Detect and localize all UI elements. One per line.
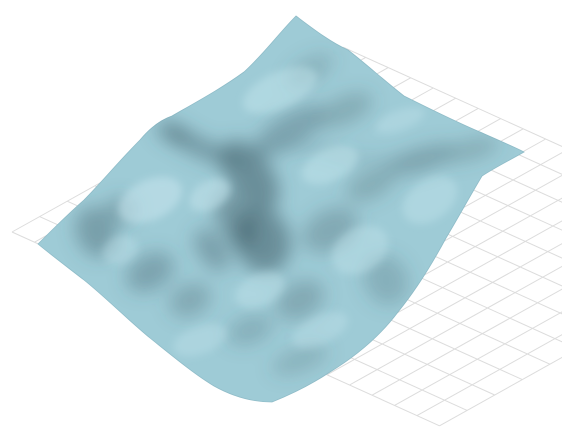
- terrain-highlight: [242, 66, 318, 114]
- terrain-shadow: [254, 105, 326, 155]
- terrain-shadow-layer: [75, 53, 500, 376]
- terrain-shadow: [226, 314, 274, 346]
- terrain-highlight: [189, 178, 231, 212]
- terrain-highlight: [235, 271, 285, 309]
- terrain-shading: [75, 53, 500, 376]
- terrain-highlight: [102, 235, 138, 265]
- terrain-highlight: [301, 145, 359, 185]
- terrain-highlight: [402, 176, 458, 224]
- terrain-highlight: [173, 323, 227, 357]
- terrain-shadow: [317, 92, 373, 128]
- terrain-shadow: [275, 279, 325, 321]
- terrain-shadow: [363, 254, 409, 306]
- terrain-highlight: [292, 312, 348, 348]
- grid-line: [342, 46, 562, 147]
- terrain-highlight: [331, 225, 389, 275]
- terrain-highlight: [375, 107, 425, 133]
- terrain-shadow: [154, 120, 190, 144]
- terrain-shadow: [440, 137, 500, 163]
- terrain-surface: [37, 15, 525, 403]
- terrain-shadow: [125, 251, 175, 293]
- terrain-ridge: [163, 119, 441, 163]
- terrain-highlight: [118, 176, 182, 224]
- terrain-highlight-layer: [102, 66, 458, 357]
- terrain-shadow: [271, 344, 329, 376]
- terrain-shadow: [345, 168, 395, 202]
- terrain-shadow: [168, 282, 212, 318]
- terrain-shadow: [214, 192, 258, 248]
- terrain-shadow: [194, 228, 230, 272]
